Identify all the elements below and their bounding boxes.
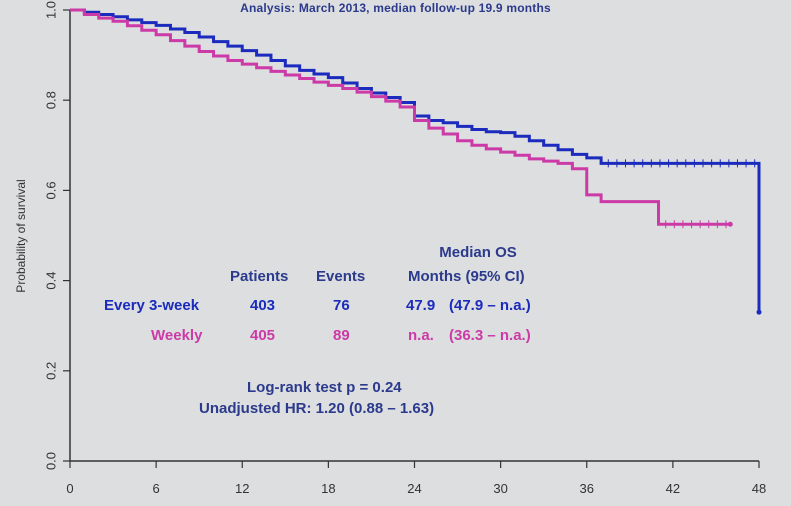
y-tick-label-2: 0.4 <box>43 272 58 290</box>
x-tick-label-8: 48 <box>752 481 766 496</box>
row-arm-weekly: Weekly <box>151 327 203 344</box>
x-tick-label-1: 6 <box>153 481 160 496</box>
logrank-test: Log-rank test p = 0.24 <box>247 379 402 396</box>
median-os-header-line2: Months (95% CI) <box>408 268 525 285</box>
row-ci-every-3-week: (47.9 – n.a.) <box>449 297 531 314</box>
y-tick-label-1: 0.2 <box>43 362 58 380</box>
row-patients-every-3-week: 403 <box>250 297 276 314</box>
row-ci-weekly: (36.3 – n.a.) <box>449 327 531 344</box>
x-tick-label-2: 12 <box>235 481 249 496</box>
hazard-ratio: Unadjusted HR: 1.20 (0.88 – 1.63) <box>199 400 435 417</box>
median-os-header-line1: Median OS <box>439 244 517 261</box>
x-tick-label-5: 30 <box>493 481 507 496</box>
series-line-every-3-week <box>70 8 761 313</box>
series-line-weekly <box>70 8 731 226</box>
x-tick-label-0: 0 <box>66 481 73 496</box>
series-end-point <box>756 309 762 315</box>
analysis-note: Analysis: March 2013, median follow-up 1… <box>240 1 551 15</box>
row-median-every-3-week: 47.9 <box>406 297 436 314</box>
y-tick-label-3: 0.6 <box>43 181 58 199</box>
y-axis-label: Probability of survival <box>14 179 28 292</box>
x-tick-label-4: 24 <box>407 481 421 496</box>
y-tick-label-0: 0.0 <box>43 452 58 470</box>
patients-header: Patients <box>230 268 289 285</box>
events-header: Events <box>316 268 366 285</box>
row-events-weekly: 89 <box>333 327 350 344</box>
row-events-every-3-week: 76 <box>333 297 350 314</box>
x-tick-label-6: 36 <box>580 481 594 496</box>
row-patients-weekly: 405 <box>250 327 276 344</box>
x-tick-label-3: 18 <box>321 481 335 496</box>
y-tick-label-4: 0.8 <box>43 91 58 109</box>
row-median-weekly: n.a. <box>408 327 434 344</box>
row-arm-every-3-week: Every 3-week <box>104 297 200 314</box>
y-tick-label-5: 1.0 <box>43 1 58 19</box>
x-tick-label-7: 42 <box>666 481 680 496</box>
series-end-point <box>727 221 733 227</box>
